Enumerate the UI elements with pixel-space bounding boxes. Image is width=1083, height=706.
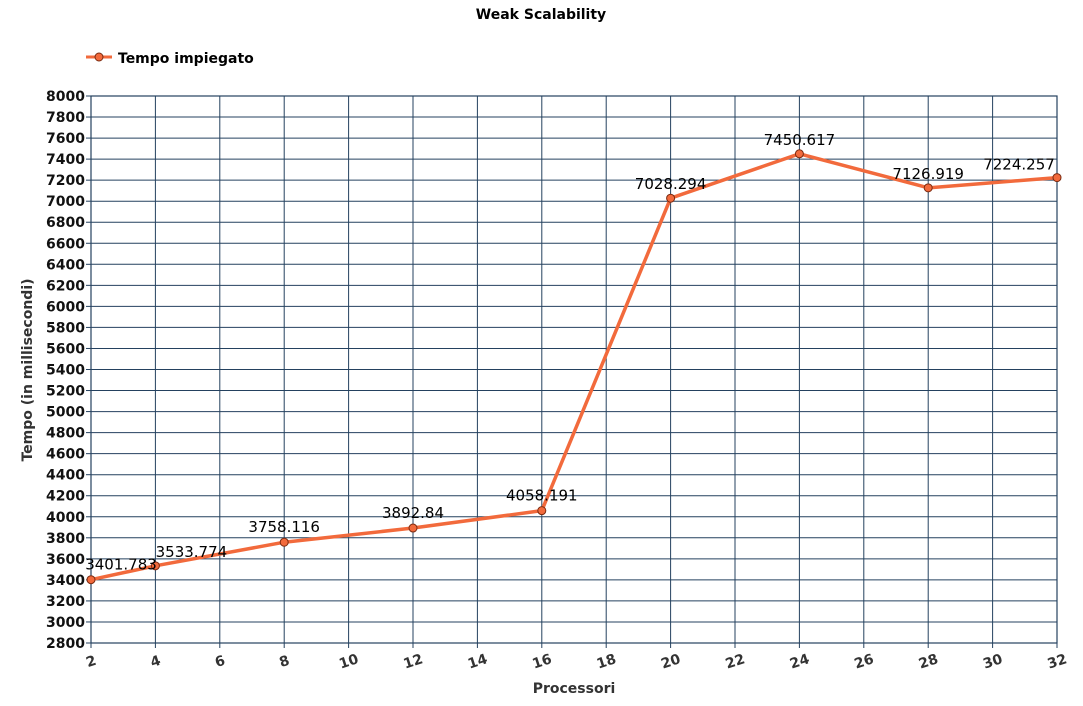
- data-label: 3533.774: [156, 543, 228, 561]
- chart-title: Weak Scalability: [476, 7, 606, 23]
- data-label: 3401.783: [85, 556, 157, 574]
- x-tick-label: 18: [595, 651, 618, 672]
- y-axis-label: Tempo (in millisecondi): [20, 278, 36, 461]
- y-tick-label: 5000: [46, 405, 85, 421]
- x-tick-label: 20: [659, 651, 683, 672]
- x-tick-label: 26: [852, 651, 875, 672]
- y-tick-label: 7200: [46, 173, 85, 189]
- x-tick-label: 8: [277, 653, 291, 671]
- data-point: [150, 561, 160, 571]
- y-tick-label: 6000: [46, 299, 85, 315]
- data-point: [666, 193, 676, 203]
- grid: [86, 95, 1058, 648]
- x-tick-label: 10: [337, 651, 361, 672]
- data-point: [279, 537, 289, 547]
- x-tick-label: 32: [1046, 651, 1069, 672]
- x-tick-labels: 2 4 6 8 10 12 14 16 18 20 22 24 26 28 30 32: [84, 651, 1069, 672]
- y-tick-label: 2800: [46, 636, 85, 652]
- y-tick-label: 3600: [46, 552, 85, 568]
- series-line: [90, 152, 1058, 582]
- data-label: 3892.84: [382, 504, 444, 522]
- data-point: [86, 575, 96, 585]
- series-tempo-impiegato: [86, 149, 1062, 585]
- data-point: [1052, 173, 1062, 183]
- plot-frame: [90, 95, 1058, 644]
- data-point: [923, 183, 933, 193]
- y-tick-label: 5600: [46, 341, 85, 357]
- data-label: 7028.294: [635, 175, 707, 193]
- data-label: 7126.919: [892, 165, 964, 183]
- data-label: 7224.257: [983, 156, 1055, 174]
- y-tick-label: 5800: [46, 320, 85, 336]
- y-tick-label: 3000: [46, 615, 85, 631]
- x-tick-label: 22: [724, 651, 747, 672]
- y-tick-label: 3800: [46, 531, 85, 547]
- y-tick-label: 5400: [46, 363, 85, 379]
- y-tick-label: 6200: [46, 278, 85, 294]
- data-point: [537, 506, 547, 516]
- y-tick-label: 4800: [46, 426, 85, 442]
- y-tick-label: 4000: [46, 510, 85, 526]
- x-tick-label: 12: [402, 651, 425, 672]
- x-tick-label: 14: [466, 651, 490, 672]
- data-point: [794, 149, 804, 159]
- legend: Tempo impiegato: [86, 51, 254, 67]
- data-point: [408, 523, 418, 533]
- data-label: 3758.116: [248, 518, 320, 536]
- y-tick-label: 4200: [46, 489, 85, 505]
- x-tick-label: 6: [213, 653, 227, 671]
- y-tick-label: 6600: [46, 236, 85, 252]
- data-label: 7450.617: [764, 131, 836, 149]
- y-tick-label: 3200: [46, 594, 85, 610]
- y-tick-label: 7800: [46, 110, 85, 126]
- y-tick-label: 5200: [46, 384, 85, 400]
- x-tick-label: 28: [917, 651, 940, 672]
- legend-marker: [94, 52, 104, 62]
- x-axis-label: Processori: [533, 681, 616, 697]
- y-tick-label: 7000: [46, 194, 85, 210]
- legend-label: Tempo impiegato: [118, 51, 254, 67]
- y-tick-label: 3400: [46, 573, 85, 589]
- y-tick-label: 6400: [46, 257, 85, 273]
- x-tick-label: 16: [530, 651, 553, 672]
- x-tick-label: 30: [981, 651, 1005, 672]
- x-tick-label: 4: [149, 653, 163, 671]
- y-tick-labels: 2800 3000 3200 3400 3600 3800 4000 4200 4400 4600…: [46, 89, 85, 652]
- y-tick-label: 4400: [46, 468, 85, 484]
- y-tick-label: 4600: [46, 447, 85, 463]
- x-tick-label: 24: [788, 651, 812, 672]
- y-tick-label: 7600: [46, 131, 85, 147]
- data-label: 4058.191: [506, 487, 578, 505]
- x-tick-label: 2: [84, 653, 98, 671]
- y-tick-label: 7400: [46, 152, 85, 168]
- y-tick-label: 8000: [46, 89, 85, 105]
- y-tick-label: 6800: [46, 215, 85, 231]
